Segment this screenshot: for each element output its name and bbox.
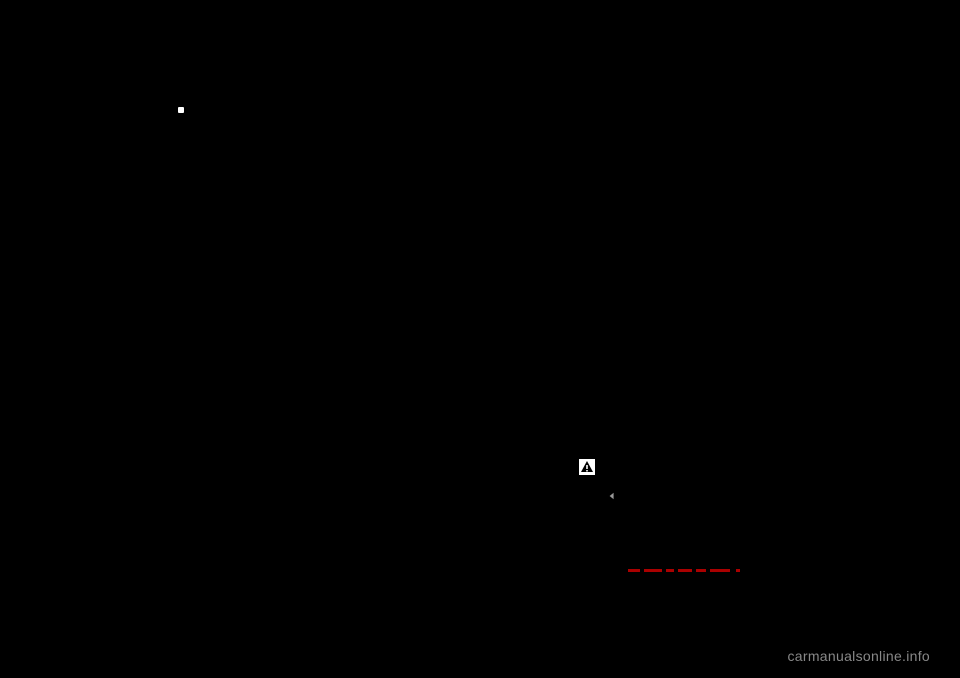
warning-icon	[579, 459, 595, 475]
arrow-left-icon	[608, 487, 616, 505]
bullet-point	[178, 107, 184, 113]
watermark-text: carmanualsonline.info	[788, 648, 931, 664]
red-text-line	[628, 566, 828, 576]
